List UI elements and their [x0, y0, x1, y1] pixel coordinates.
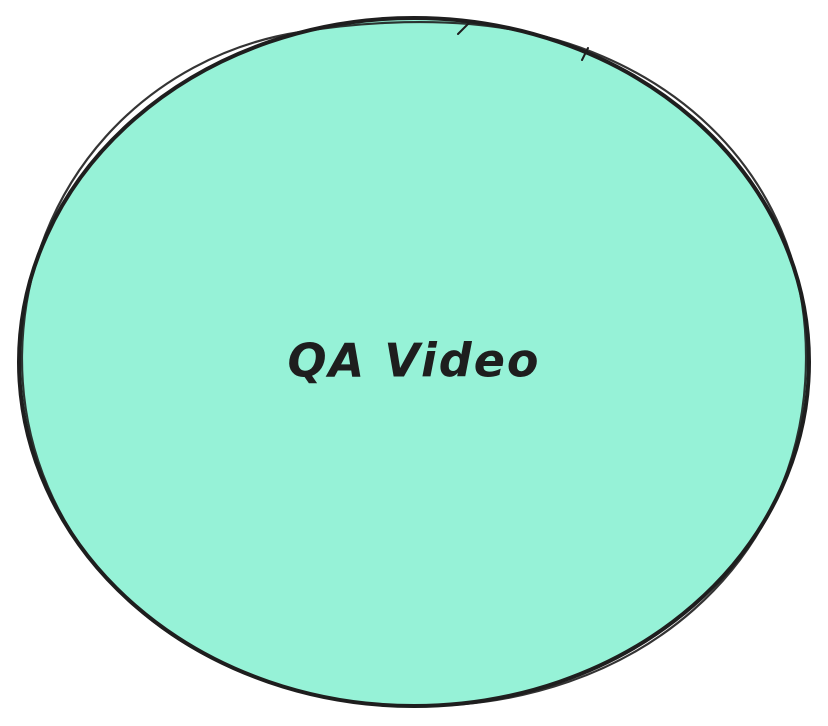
diagram-node-qa-video[interactable]: QA Video — [17, 16, 811, 708]
node-label: QA Video — [287, 334, 540, 388]
node-sketch-tick — [457, 21, 589, 61]
node-sketch-stroke — [20, 20, 808, 708]
